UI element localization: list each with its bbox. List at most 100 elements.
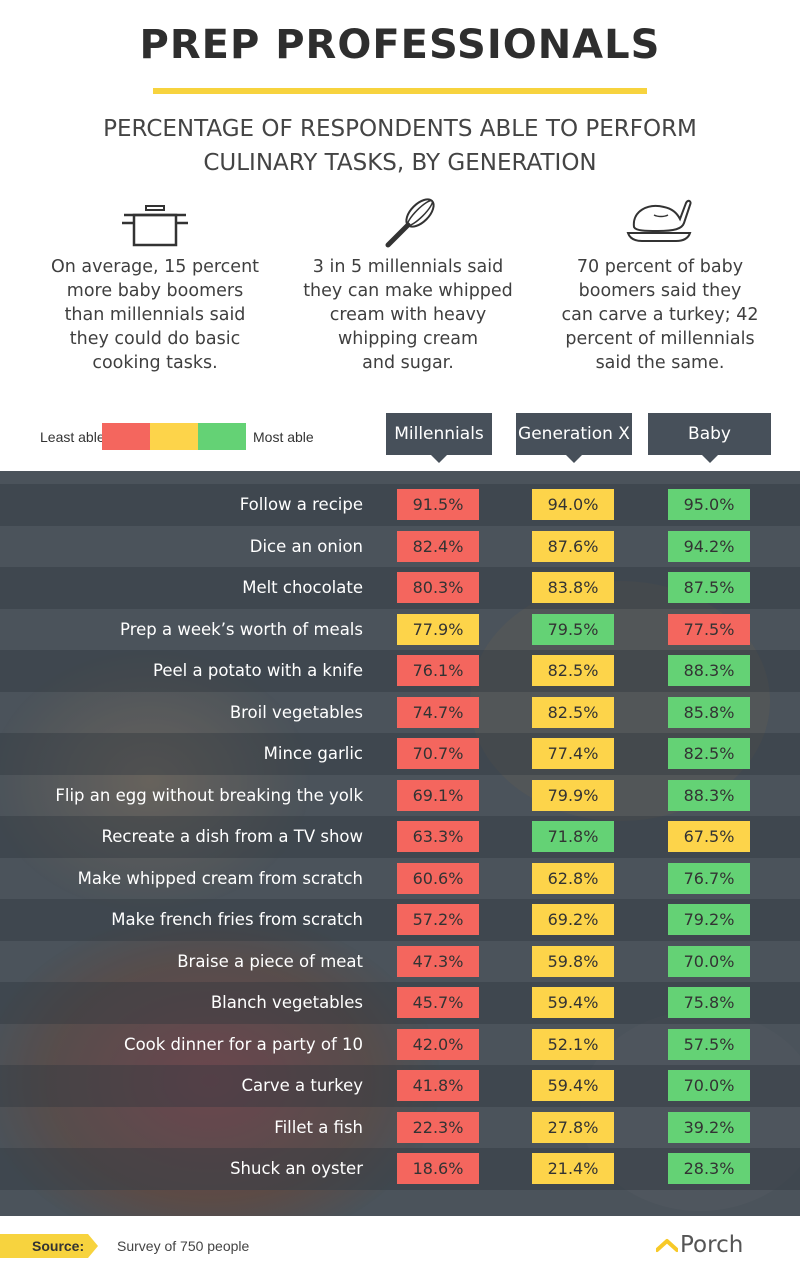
fact-line: said the same.	[595, 353, 725, 373]
value-cell: 69.1%	[397, 779, 479, 811]
value-cell: 82.5%	[532, 655, 614, 686]
value-cell: 67.5%	[668, 821, 750, 852]
fact-line: they could do basic	[69, 329, 241, 349]
value-cell: 94.2%	[668, 530, 750, 562]
source-text: Survey of 750 people	[117, 1238, 250, 1254]
value-cell: 83.8%	[532, 572, 614, 603]
value-cell: 57.2%	[397, 904, 479, 935]
task-label: Dice an onion	[249, 536, 363, 556]
value-cell: 70.0%	[668, 945, 750, 977]
value-cell: 79.5%	[532, 613, 614, 645]
value-cell: 21.4%	[532, 1153, 614, 1184]
fact-line: and sugar.	[362, 353, 454, 373]
value-cell: 87.6%	[532, 530, 614, 562]
value-cell: 42.0%	[397, 1028, 479, 1060]
legend-most-label: Most able	[253, 429, 314, 445]
legend-swatch-mid	[150, 423, 198, 450]
source-tag	[0, 1234, 98, 1258]
value-cell: 94.0%	[532, 489, 614, 520]
value-cell: 87.5%	[668, 572, 750, 603]
value-cell: 82.5%	[668, 738, 750, 769]
value-cell: 69.2%	[532, 904, 614, 935]
fact-3: 70 percent of baby boomers said they can…	[540, 255, 780, 375]
value-cell: 57.5%	[668, 1028, 750, 1060]
value-cell: 75.8%	[668, 987, 750, 1018]
task-label: Make french fries from scratch	[111, 910, 363, 929]
chart-subtitle: PERCENTAGE OF RESPONDENTS ABLE TO PERFOR…	[0, 112, 800, 180]
task-label: Carve a turkey	[241, 1076, 363, 1095]
value-cell: 59.4%	[532, 987, 614, 1018]
column-header-generation-x: Generation X	[516, 413, 632, 463]
value-cell: 79.2%	[668, 904, 750, 935]
task-label: Cook dinner for a party of 10	[124, 1034, 363, 1054]
porch-logo: Porch	[680, 1232, 744, 1258]
value-cell: 63.3%	[397, 821, 479, 852]
task-label: Flip an egg without breaking the yolk	[55, 785, 363, 805]
legend-swatch-high	[198, 423, 246, 450]
value-cell: 62.8%	[532, 862, 614, 894]
source-label: Source:	[32, 1238, 85, 1254]
fact-line: On average, 15 percent	[50, 257, 260, 277]
legend-least-label: Least able	[40, 429, 105, 445]
fact-line: 70 percent of baby	[576, 257, 744, 277]
value-cell: 47.3%	[397, 945, 479, 977]
value-cell: 60.6%	[397, 862, 479, 894]
value-cell: 70.7%	[397, 738, 479, 769]
value-cell: 27.8%	[532, 1111, 614, 1143]
subtitle-line-2: CULINARY TASKS, BY GENERATION	[203, 150, 597, 176]
task-label: Melt chocolate	[242, 578, 363, 597]
task-label: Peel a potato with a knife	[153, 661, 363, 680]
task-label: Blanch vegetables	[210, 993, 363, 1012]
value-cell: 18.6%	[397, 1153, 479, 1184]
fact-line: they can make whipped	[303, 281, 513, 301]
fact-2: 3 in 5 millennials said they can make wh…	[288, 255, 528, 375]
task-label: Broil vegetables	[229, 702, 363, 722]
value-cell: 52.1%	[532, 1028, 614, 1060]
value-cell: 70.0%	[668, 1070, 750, 1101]
column-header-millennials: Millennials	[386, 413, 492, 463]
fact-line: can carve a turkey; 42	[561, 305, 759, 325]
value-cell: 91.5%	[397, 489, 479, 520]
value-cell: 41.8%	[397, 1070, 479, 1101]
value-cell: 95.0%	[668, 489, 750, 520]
fact-line: more baby boomers	[66, 281, 244, 301]
value-cell: 82.4%	[397, 530, 479, 562]
fact-line: cooking tasks.	[92, 353, 218, 373]
fact-line: 3 in 5 millennials said	[312, 257, 504, 277]
title-underline	[153, 88, 647, 94]
porch-logo-icon	[656, 1239, 678, 1252]
whisk-icon	[385, 198, 435, 248]
task-label: Prep a week’s worth of meals	[120, 619, 363, 639]
task-label: Mince garlic	[263, 744, 363, 763]
fact-line: percent of millennials	[565, 329, 755, 349]
cooking-pot-icon	[122, 205, 188, 247]
value-cell: 79.9%	[532, 779, 614, 811]
value-cell: 59.4%	[532, 1070, 614, 1101]
task-label: Follow a recipe	[239, 495, 363, 514]
value-cell: 88.3%	[668, 655, 750, 686]
fact-line: whipping cream	[337, 329, 479, 349]
legend-swatch-low	[102, 423, 150, 450]
value-cell: 77.9%	[397, 613, 479, 645]
task-label: Recreate a dish from a TV show	[101, 827, 363, 846]
fact-line: cream with heavy	[329, 305, 487, 325]
footer	[0, 1216, 800, 1276]
task-label: Make whipped cream from scratch	[77, 868, 363, 888]
value-cell: 39.2%	[668, 1111, 750, 1143]
task-label: Braise a piece of meat	[177, 951, 363, 971]
value-cell: 77.5%	[668, 613, 750, 645]
fact-line: boomers said they	[578, 281, 742, 301]
value-cell: 22.3%	[397, 1111, 479, 1143]
column-header-baby-boomers: Baby Boomers	[648, 413, 771, 486]
value-cell: 28.3%	[668, 1153, 750, 1184]
value-cell: 80.3%	[397, 572, 479, 603]
table-background: Follow a recipe 91.5% 94.0% 95.0% Dice an on…	[0, 471, 800, 1216]
value-cell: 82.5%	[532, 696, 614, 728]
fact-line: than millennials said	[64, 305, 246, 325]
value-cell: 88.3%	[668, 779, 750, 811]
value-cell: 85.8%	[668, 696, 750, 728]
fact-1: On average, 15 percent more baby boomers…	[35, 255, 275, 375]
value-cell: 76.7%	[668, 862, 750, 894]
task-label: Shuck an oyster	[230, 1159, 363, 1178]
value-cell: 45.7%	[397, 987, 479, 1018]
